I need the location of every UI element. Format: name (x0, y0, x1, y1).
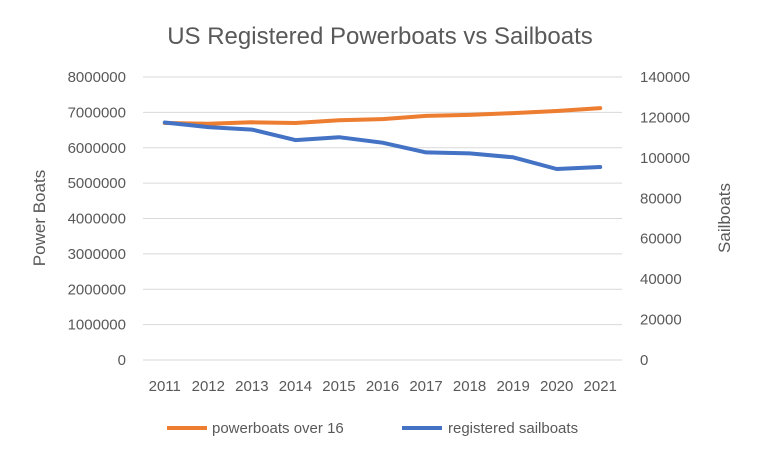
left-axis-ticks: 0 1000000 2000000 3000000 4000000 5000000 6000… (68, 69, 126, 369)
left-tick-label: 7000000 (68, 104, 126, 121)
right-tick-label: 100000 (640, 150, 690, 167)
x-tick-label: 2015 (322, 378, 355, 395)
right-tick-label: 0 (640, 352, 648, 369)
left-axis-label: Power Boats (30, 170, 49, 266)
x-tick-label: 2012 (192, 378, 225, 395)
right-tick-label: 40000 (640, 271, 682, 288)
legend-label-powerboats: powerboats over 16 (212, 420, 344, 437)
legend: powerboats over 16 registered sailboats (167, 420, 578, 437)
right-axis-ticks: 0 20000 40000 60000 80000 100000 120000 140000 (640, 69, 690, 369)
chart-title: US Registered Powerboats vs Sailboats (167, 23, 593, 50)
left-tick-label: 0 (118, 352, 126, 369)
x-tick-label: 2013 (235, 378, 268, 395)
x-tick-label: 2019 (496, 378, 529, 395)
x-tick-label: 2021 (584, 378, 617, 395)
x-tick-label: 2014 (279, 378, 312, 395)
left-tick-label: 1000000 (68, 317, 126, 334)
legend-label-sailboats: registered sailboats (448, 420, 578, 437)
left-tick-label: 4000000 (68, 211, 126, 228)
left-tick-label: 5000000 (68, 175, 126, 192)
right-tick-label: 140000 (640, 69, 690, 86)
x-tick-label: 2011 (149, 378, 181, 395)
right-tick-label: 80000 (640, 190, 682, 207)
left-tick-label: 8000000 (68, 69, 126, 86)
x-tick-label: 2020 (540, 378, 573, 395)
right-axis-label: Sailboats (715, 183, 734, 253)
right-tick-label: 20000 (640, 312, 682, 329)
left-tick-label: 6000000 (68, 140, 126, 157)
x-tick-label: 2016 (366, 378, 399, 395)
series-line-sailboats (162, 120, 603, 171)
x-tick-label: 2018 (453, 378, 486, 395)
right-tick-label: 60000 (640, 231, 682, 248)
x-tick-label: 2017 (409, 378, 442, 395)
right-tick-label: 120000 (640, 109, 690, 126)
gridlines (143, 76, 622, 361)
x-axis-ticks: 2011 2012 2013 2014 2015 2016 2017 2018 2019 2020… (149, 378, 617, 395)
series-line-powerboats (162, 106, 603, 126)
left-tick-label: 2000000 (68, 281, 126, 298)
left-tick-label: 3000000 (68, 246, 126, 263)
series-lines (162, 106, 603, 171)
